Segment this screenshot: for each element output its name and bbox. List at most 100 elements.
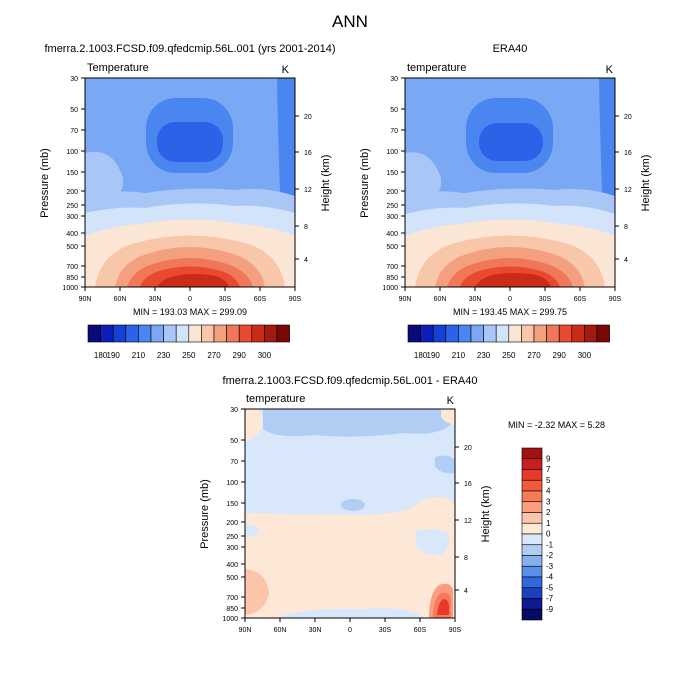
height-tick-label: 4 (464, 588, 468, 595)
pressure-axis-ticks (241, 408, 245, 619)
x-tick-labels: 90N 60N 30N 0 30S 60S 90S (79, 296, 302, 303)
colorbar-label: 300 (578, 351, 592, 360)
contour-band-warm-topright (441, 409, 455, 425)
y-tick-label: 50 (390, 107, 398, 114)
contour-band-side-left (405, 152, 442, 204)
colorbar-swatches (87, 324, 290, 343)
x-tick-label: 30S (539, 296, 552, 303)
y-tick-label: 250 (66, 203, 78, 210)
colorbar-swatch (521, 576, 543, 589)
panel-right-label: K (447, 395, 455, 407)
y-tick-label: 500 (226, 575, 238, 582)
x-tick-labels: 90N 60N 30N 0 30S 60S 90S (399, 296, 622, 303)
y-tick-label: 500 (386, 244, 398, 251)
y-tick-label: 200 (66, 189, 78, 196)
colorbar-swatch (138, 324, 152, 343)
colorbar-label: 230 (157, 351, 171, 360)
colorbar-swatch (584, 324, 598, 343)
colorbar-swatch (546, 324, 560, 343)
colorbar-swatch (596, 324, 610, 343)
y-tick-label: 850 (226, 606, 238, 613)
y-tick-label: 850 (386, 275, 398, 282)
colorbar-swatch (558, 324, 573, 343)
colorbar-label: 9 (546, 454, 551, 463)
x-axis-ticks (244, 618, 456, 622)
contour-plot: 90N 60N 30N 0 30S 60S 90S 30 50 70 100 1… (39, 76, 332, 303)
height-tick-label: 8 (304, 224, 308, 231)
y-tick-label: 70 (70, 128, 78, 135)
y-tick-label: 50 (230, 438, 238, 445)
colorbar-swatch (521, 469, 543, 481)
colorbar-swatch (100, 324, 114, 343)
colorbar-label: 190 (107, 351, 121, 360)
x-tick-label: 90N (239, 627, 252, 634)
height-tick-label: 4 (624, 257, 628, 264)
colorbar-swatch (521, 587, 543, 599)
y-tick-label: 400 (226, 562, 238, 569)
contour-band-295 (475, 273, 551, 287)
colorbar-swatch (87, 324, 101, 343)
height-axis-ticks (295, 115, 299, 260)
y-tick-label: 100 (66, 149, 78, 156)
y-tick-label: 250 (386, 203, 398, 210)
panel-title: fmerra.2.1003.FCSD.f09.qfedcmip.56L.001 … (44, 43, 335, 55)
x-tick-label: 30S (219, 296, 232, 303)
x-tick-label: 90S (449, 627, 462, 634)
panel-left-label: Temperature (87, 62, 149, 74)
y-tick-label: 100 (226, 480, 238, 487)
panel-stats: MIN = 193.45 MAX = 299.75 (453, 307, 567, 317)
x-tick-label: 0 (508, 296, 512, 303)
colorbar-label: 250 (502, 351, 516, 360)
height-tick-label: 12 (464, 518, 472, 525)
panel-model: fmerra.2.1003.FCSD.f09.qfedcmip.56L.001 … (39, 43, 336, 360)
pressure-tick-labels: 30 50 70 100 150 200 250 300 400 500 700… (382, 76, 398, 292)
colorbar-swatch (521, 555, 543, 567)
colorbar-swatch (213, 324, 227, 343)
colorbar-label: 7 (546, 465, 551, 474)
height-axis-ticks (615, 115, 619, 260)
colorbar-labels: 180 190 210 230 250 270 290 300 (94, 351, 272, 360)
colorbar-swatch (521, 458, 543, 470)
x-tick-label: 0 (188, 296, 192, 303)
contour-band-warm-left (245, 569, 269, 615)
colorbar-swatch (571, 324, 585, 343)
height-tick-labels: 20 16 12 8 4 (624, 114, 632, 264)
y-axis-label-right: Height (km) (480, 486, 492, 543)
y-tick-label: 200 (226, 520, 238, 527)
colorbar-swatch (458, 324, 472, 343)
x-tick-label: 60N (274, 627, 287, 634)
height-tick-label: 12 (624, 187, 632, 194)
panel-title: fmerra.2.1003.FCSD.f09.qfedcmip.56L.001 … (223, 375, 478, 387)
height-tick-label: 12 (304, 187, 312, 194)
x-tick-label: 60S (254, 296, 267, 303)
colorbar-label: 3 (546, 497, 551, 506)
colorbar-swatch (521, 522, 543, 535)
height-tick-labels: 20 16 12 8 4 (464, 445, 472, 595)
y-tick-label: 250 (226, 534, 238, 541)
height-axis-ticks (455, 446, 459, 591)
height-tick-label: 20 (304, 114, 312, 121)
x-axis-ticks (404, 287, 616, 291)
y-tick-label: 700 (66, 264, 78, 271)
height-tick-label: 20 (464, 445, 472, 452)
y-axis-label-right: Height (km) (320, 155, 332, 212)
colorbar-swatch (521, 501, 543, 513)
y-tick-label: 300 (386, 214, 398, 221)
colorbar-swatches (407, 324, 610, 343)
y-tick-label: 500 (66, 244, 78, 251)
panel-era40: ERA40 temperature K (359, 43, 652, 360)
contour-band-side-left (85, 151, 124, 204)
height-tick-label: 4 (304, 257, 308, 264)
colorbar-swatch (112, 324, 127, 343)
x-tick-label: 30N (469, 296, 482, 303)
y-tick-label: 150 (386, 170, 398, 177)
colorbar-label: -4 (546, 573, 554, 582)
colorbar-label: 300 (258, 351, 272, 360)
y-tick-label: 150 (66, 170, 78, 177)
contour-plot: 90N 60N 30N 0 30S 60S 90S 30 50 70 100 1… (199, 407, 492, 634)
y-tick-label: 300 (66, 214, 78, 221)
colorbar-label: -3 (546, 562, 554, 571)
y-axis-label: Pressure (mb) (359, 148, 371, 218)
colorbar-label: 210 (452, 351, 466, 360)
colorbar-difference: 9 7 5 4 3 2 1 0 -1 -2 -3 -4 -5 -7 -9 (521, 447, 554, 621)
